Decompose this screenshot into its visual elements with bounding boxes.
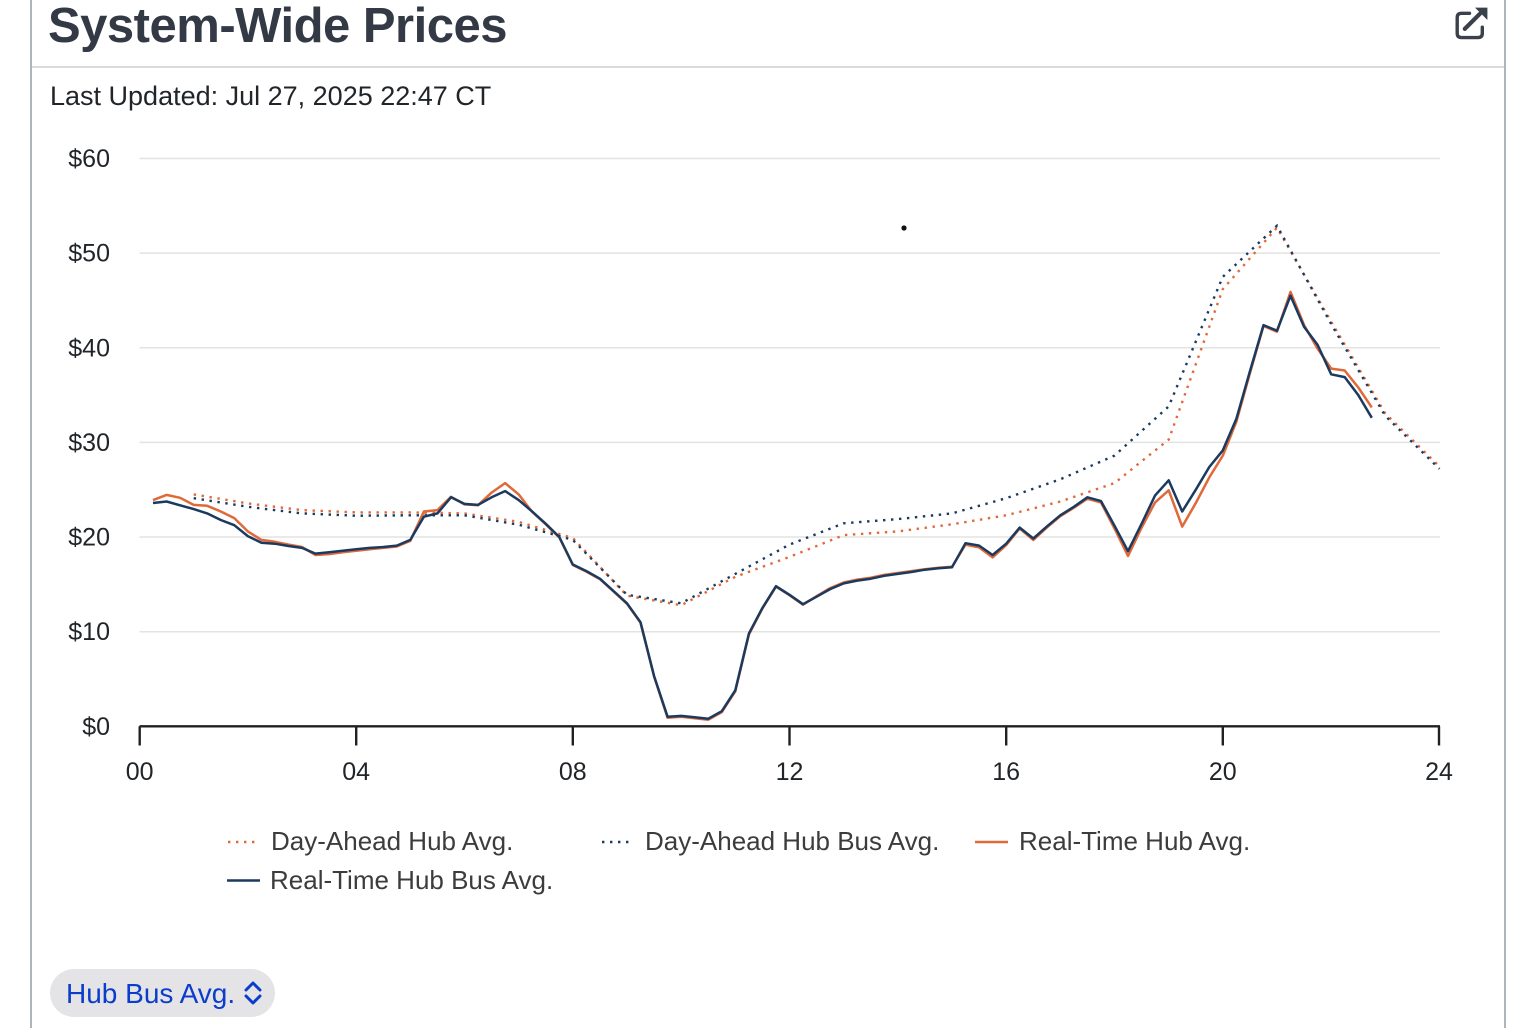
- svg-text:$50: $50: [68, 240, 110, 268]
- svg-text:$10: $10: [68, 618, 110, 646]
- svg-text:12: 12: [776, 758, 804, 786]
- svg-text:$60: $60: [68, 145, 110, 173]
- svg-text:Real-Time Hub Bus Avg.: Real-Time Hub Bus Avg.: [270, 865, 553, 895]
- svg-text:20: 20: [1209, 758, 1237, 786]
- svg-text:$0: $0: [82, 713, 110, 741]
- svg-text:04: 04: [342, 758, 370, 786]
- svg-text:24: 24: [1425, 758, 1453, 786]
- svg-text:Real-Time Hub Avg.: Real-Time Hub Avg.: [1019, 826, 1250, 856]
- svg-text:$30: $30: [68, 429, 110, 457]
- svg-text:00: 00: [126, 758, 154, 786]
- svg-text:16: 16: [992, 758, 1020, 786]
- svg-text:Day-Ahead Hub Bus Avg.: Day-Ahead Hub Bus Avg.: [645, 826, 939, 856]
- svg-text:08: 08: [559, 758, 587, 786]
- svg-text:Day-Ahead Hub Avg.: Day-Ahead Hub Avg.: [271, 826, 513, 856]
- svg-text:$40: $40: [68, 334, 110, 362]
- svg-text:$20: $20: [68, 524, 110, 552]
